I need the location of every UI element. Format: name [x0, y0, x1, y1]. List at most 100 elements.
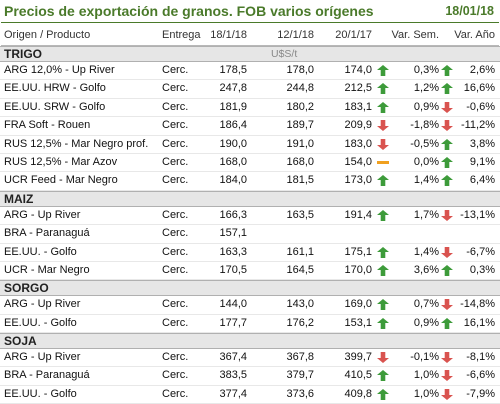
arrow-down-icon [377, 352, 389, 364]
product-name: RUS 12,5% - Mar Negro prof. [4, 137, 149, 150]
product-name: ARG 12,0% - Up River [4, 64, 115, 76]
arrow-down-icon [441, 299, 453, 311]
var-year-percent: -6,7% [466, 245, 495, 258]
table-row: UCR - Mar Negro Cerc. 170,5 164,5 170,0 3,6% 0… [0, 262, 500, 281]
table-row: BRA - Paranaguá Cerc. 383,5 379,7 410,5 1,0% -… [0, 367, 500, 386]
entrega-cell: Cerc. [162, 174, 189, 187]
table-row: UCR Feed - Mar Negro Cerc. 184,0 181,5 173,0… [0, 172, 500, 191]
price-week-ago: 163,5 [286, 208, 314, 221]
product-name: FRA Soft - Rouen [4, 119, 91, 132]
entrega-cell: Cerc. [162, 387, 189, 400]
table-row: ARG - Up River Cerc. 166,3 163,5 191,4 1,7% -1… [0, 207, 500, 226]
page-title: Precios de exportación de granos. FOB va… [4, 3, 374, 19]
product-name: UCR Feed - Mar Negro [4, 174, 118, 187]
price-current: 383,5 [219, 369, 247, 382]
table-row: ARG - Up River Cerc. 144,0 143,0 169,0 0,7% -1… [0, 296, 500, 315]
price-year-ago: 399,7 [344, 351, 372, 364]
arrow-up-icon [377, 65, 389, 76]
table-row: EE.UU. - Golfo Cerc. 163,3 161,1 175,1 1,4% -6… [0, 244, 500, 262]
arrow-down-icon [441, 352, 453, 364]
arrow-up-icon [377, 264, 389, 276]
var-week-percent: -0,1% [410, 351, 439, 364]
price-week-ago: 168,0 [286, 155, 314, 168]
price-year-ago: 409,8 [344, 387, 372, 400]
product-name: RUS 12,5% - Mar Azov [4, 155, 118, 168]
price-current: 190,0 [219, 137, 247, 150]
price-current: 247,8 [219, 82, 247, 95]
table-row: RUS 12,5% - Mar Negro prof. Cerc. 190,0 191… [0, 136, 500, 154]
table-row: FRA Soft - Rouen Cerc. 186,4 189,7 209,9 -1,8… [0, 117, 500, 136]
header-divider [1, 45, 499, 46]
price-current: 367,4 [219, 351, 247, 364]
arrow-down-icon [441, 120, 453, 132]
product-name: EE.UU. - Golfo [4, 245, 77, 258]
arrow-down-icon [441, 370, 453, 382]
var-year-percent: 9,1% [469, 155, 495, 168]
price-week-ago: 176,2 [286, 316, 314, 329]
header-var-anio: Var. Año [454, 29, 495, 41]
arrow-up-icon [441, 156, 453, 168]
var-year-percent: -0,6% [466, 100, 495, 113]
var-year-percent: 0,3% [469, 263, 495, 276]
product-name: EE.UU. - Golfo [4, 387, 77, 400]
price-table: TRIGO U$S/t ARG 12,0% - Up River Cerc. 178,5… [0, 46, 500, 404]
arrow-down-icon [377, 120, 389, 132]
price-current: 177,7 [219, 316, 247, 329]
section-title: SOJA [4, 334, 37, 349]
arrow-down-icon [377, 138, 389, 150]
arrow-up-icon [377, 175, 389, 187]
price-year-ago: 209,9 [344, 119, 372, 132]
section-trigo: TRIGO U$S/t [0, 46, 500, 62]
price-year-ago: 153,1 [344, 316, 372, 329]
price-year-ago: 169,0 [344, 298, 372, 311]
title-divider [1, 22, 499, 23]
price-current: 184,0 [219, 174, 247, 187]
var-year-percent: -8,1% [466, 351, 495, 364]
table-row: EE.UU. SRW - Golfo Cerc. 181,9 180,2 183,1 0,… [0, 99, 500, 118]
arrow-up-icon [377, 388, 389, 400]
price-week-ago: 164,5 [286, 263, 314, 276]
entrega-cell: Cerc. [162, 64, 189, 76]
var-week-percent: -0,5% [410, 137, 439, 150]
var-week-percent: 1,2% [413, 82, 439, 95]
product-name: BRA - Paranaguá [4, 369, 90, 382]
var-week-percent: 0,9% [413, 100, 439, 113]
entrega-cell: Cerc. [162, 119, 189, 132]
flat-dash-icon [377, 157, 389, 168]
entrega-cell: Cerc. [162, 298, 189, 311]
price-year-ago: 170,0 [344, 263, 372, 276]
product-name: ARG - Up River [4, 208, 81, 221]
price-current: 157,1 [219, 227, 247, 240]
var-year-percent: 16,1% [463, 316, 495, 329]
var-week-percent: 1,0% [413, 369, 439, 382]
table-row: BRA - Paranaguá Cerc. 157,1 [0, 225, 500, 244]
arrow-up-icon [441, 175, 453, 187]
price-current: 181,9 [219, 100, 247, 113]
price-week-ago: 244,8 [286, 82, 314, 95]
column-headers: Origen / Producto Entrega 18/1/18 12/1/1… [0, 23, 500, 45]
arrow-up-icon [441, 264, 453, 276]
price-current: 166,3 [219, 208, 247, 221]
header-date-2: 12/1/18 [277, 29, 314, 41]
price-week-ago: 189,7 [286, 119, 314, 132]
arrow-up-icon [377, 83, 389, 95]
price-year-ago: 175,1 [344, 245, 372, 258]
var-week-percent: 1,0% [413, 387, 439, 400]
price-week-ago: 191,0 [286, 137, 314, 150]
price-week-ago: 181,5 [286, 174, 314, 187]
header-origen: Origen / Producto [4, 29, 91, 41]
header-date-1: 18/1/18 [210, 29, 247, 41]
price-week-ago: 180,2 [286, 100, 314, 113]
section-title: SORGO [4, 281, 49, 296]
header-entrega: Entrega [162, 29, 201, 41]
price-year-ago: 154,0 [344, 155, 372, 168]
entrega-cell: Cerc. [162, 227, 189, 240]
entrega-cell: Cerc. [162, 369, 189, 382]
arrow-up-icon [441, 83, 453, 95]
section-maiz: MAIZ [0, 190, 500, 207]
table-row: ARG - Up River Cerc. 367,4 367,8 399,7 -0,1% -… [0, 349, 500, 368]
var-year-percent: -7,9% [466, 387, 495, 400]
header-date-3: 20/1/17 [335, 29, 372, 41]
entrega-cell: Cerc. [162, 100, 189, 113]
var-year-percent: -11,2% [460, 119, 495, 132]
